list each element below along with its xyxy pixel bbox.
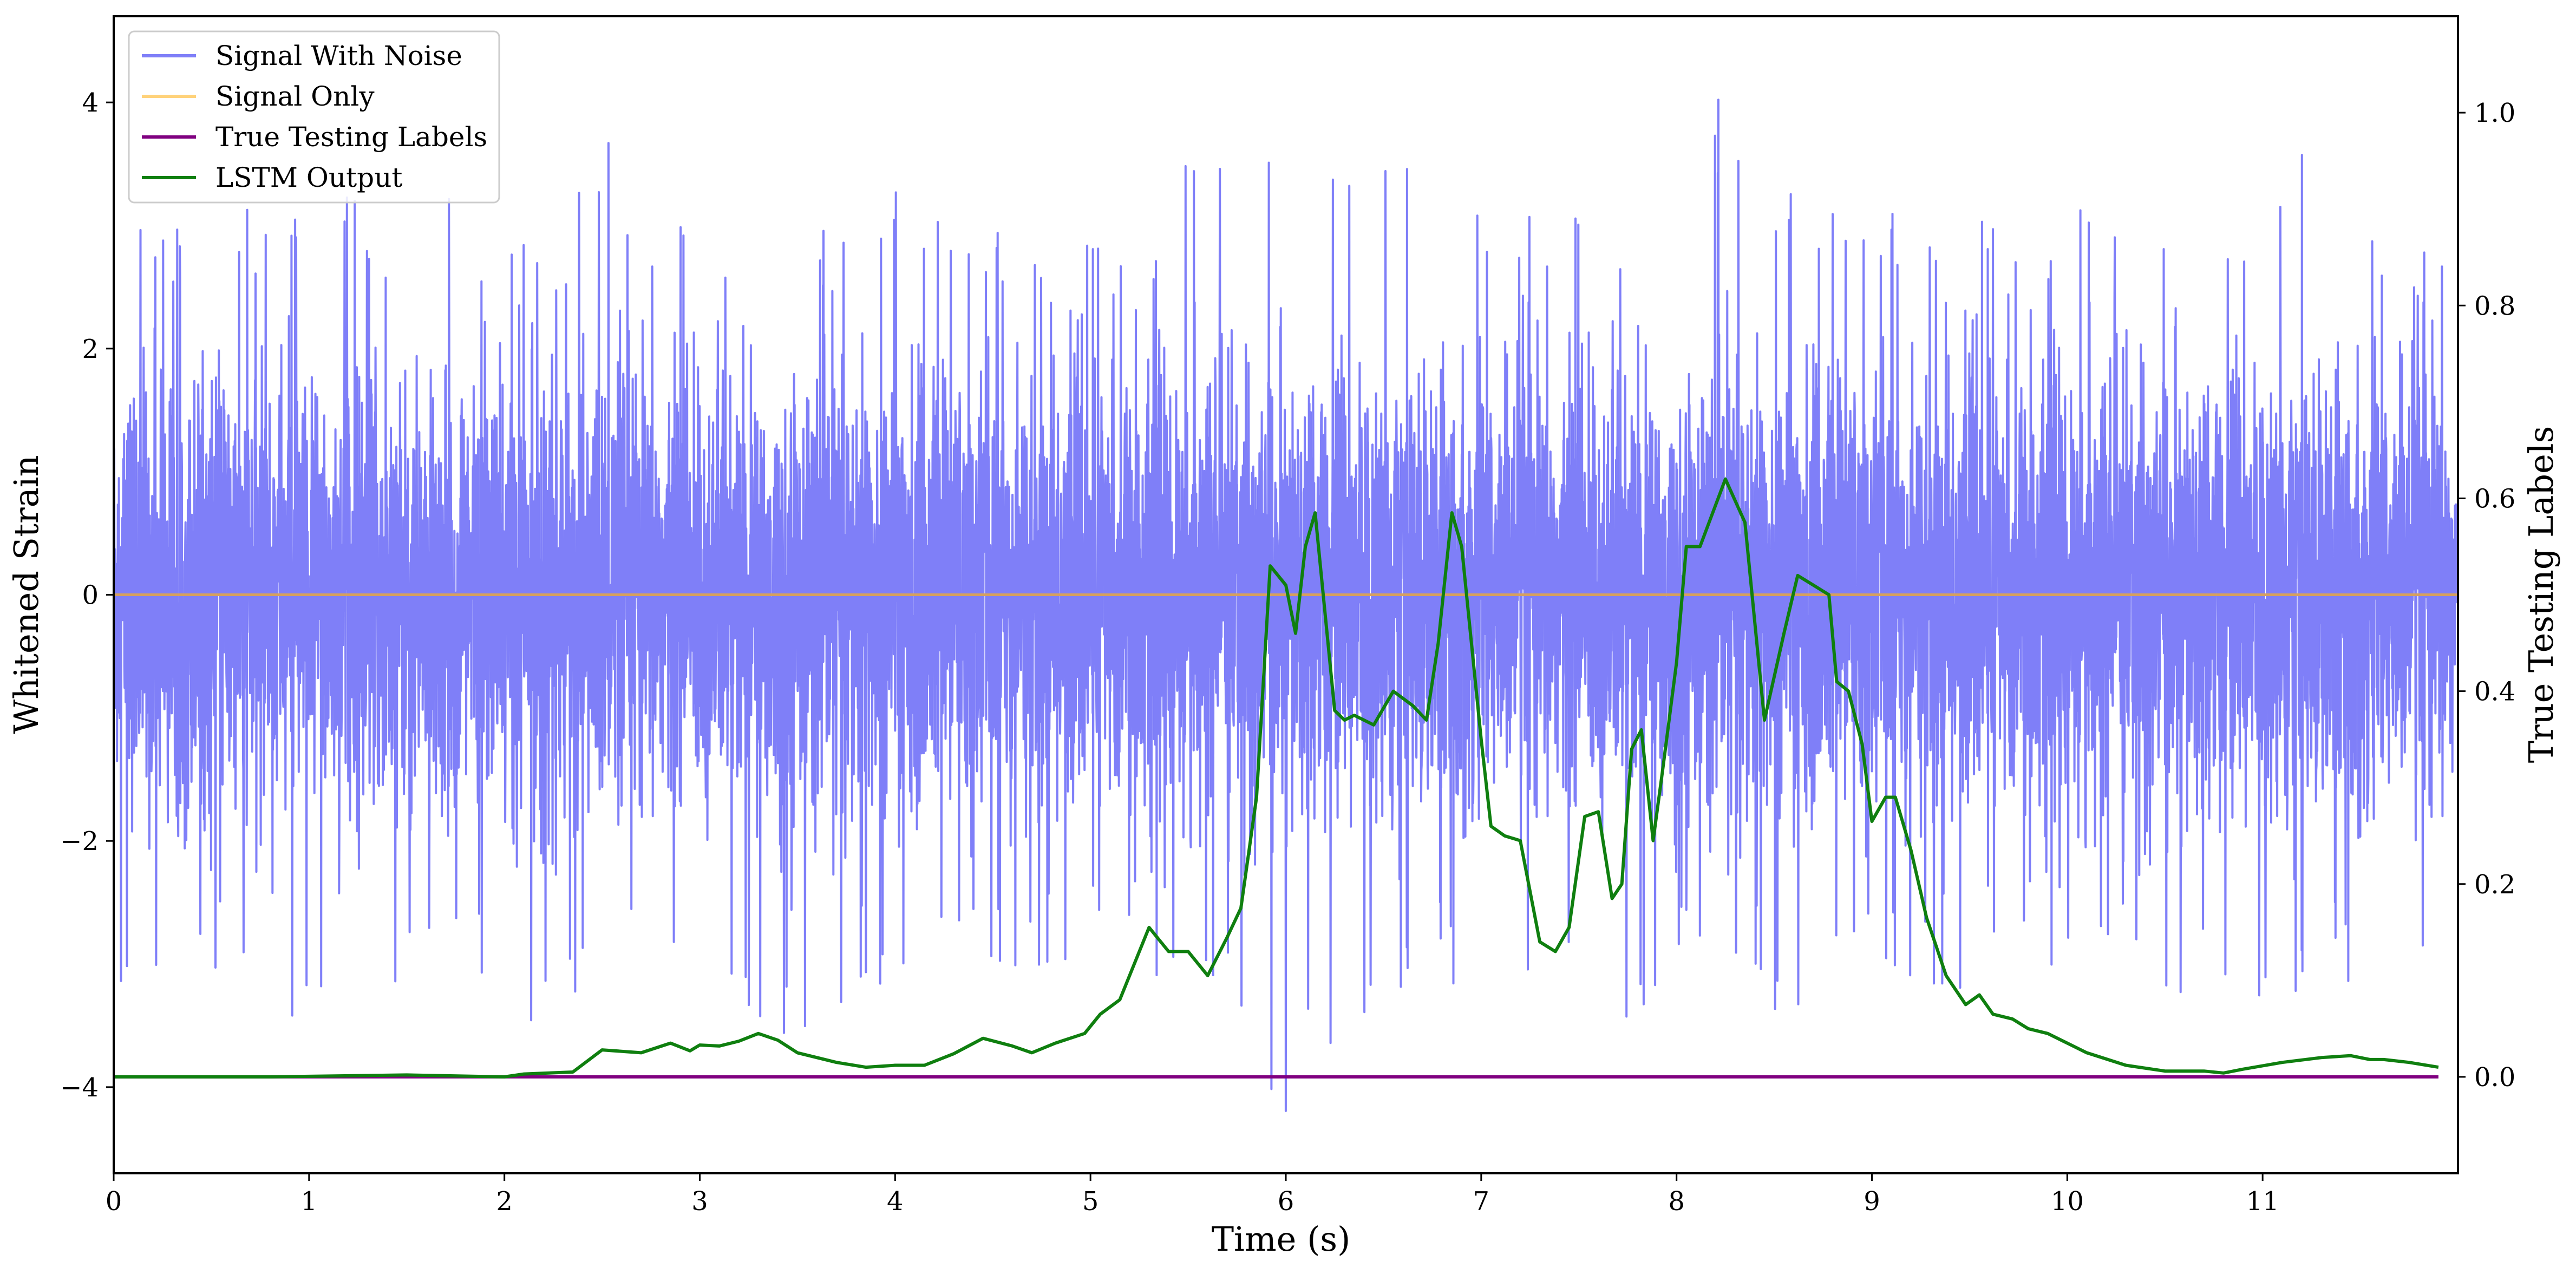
y-tick-label-left: 4 xyxy=(82,88,99,118)
y-axis-left-title: Whitened Strain xyxy=(6,455,46,734)
y-axis-left: −4 −2 0 2 4 xyxy=(60,88,114,1103)
legend-box xyxy=(128,30,500,204)
y-tick-label-right: 0.4 xyxy=(2474,677,2515,707)
y-tick-label-right: 1.0 xyxy=(2474,98,2515,128)
y-axis-right: 0.0 0.2 0.4 0.6 0.8 1.0 xyxy=(2458,98,2515,1093)
x-axis-title: Time (s) xyxy=(1212,1219,1351,1259)
y-tick-label-left: −2 xyxy=(60,826,99,857)
x-tick-label: 4 xyxy=(887,1186,904,1217)
y-tick-label-right: 0.6 xyxy=(2474,484,2515,514)
legend-label: Signal Only xyxy=(215,81,375,112)
signal-with-noise-line xyxy=(114,99,2457,1112)
y-tick-label-left: −4 xyxy=(60,1073,99,1103)
legend-label: LSTM Output xyxy=(215,162,402,193)
x-tick-label: 10 xyxy=(2051,1186,2084,1217)
signal-with-noise-series xyxy=(114,99,2457,1112)
x-tick-label: 5 xyxy=(1082,1186,1099,1217)
legend: Signal With Noise Signal Only True Testing… xyxy=(128,30,500,204)
legend-label: Signal With Noise xyxy=(215,40,462,71)
x-tick-label: 9 xyxy=(1864,1186,1880,1217)
y-tick-label-right: 0.0 xyxy=(2474,1062,2515,1093)
y-tick-label-left: 0 xyxy=(82,580,99,611)
y-axis-right-title: True Testing Labels xyxy=(2521,426,2561,763)
legend-label: True Testing Labels xyxy=(215,121,487,153)
x-tick-label: 0 xyxy=(106,1186,122,1217)
line-series-layer xyxy=(114,477,2458,1079)
x-tick-label: 7 xyxy=(1473,1186,1490,1217)
y-tick-label-left: 2 xyxy=(82,334,99,364)
lstm-output-line xyxy=(114,477,2439,1079)
y-tick-label-right: 0.8 xyxy=(2474,291,2515,321)
x-tick-label: 6 xyxy=(1278,1186,1294,1217)
x-axis: 0 1 2 3 4 5 6 7 8 9 10 11 xyxy=(106,1173,2279,1217)
x-tick-label: 1 xyxy=(301,1186,318,1217)
x-tick-label: 3 xyxy=(691,1186,708,1217)
x-tick-label: 11 xyxy=(2246,1186,2279,1217)
x-tick-label: 2 xyxy=(496,1186,513,1217)
y-tick-label-right: 0.2 xyxy=(2474,870,2515,900)
x-tick-label: 8 xyxy=(1668,1186,1685,1217)
